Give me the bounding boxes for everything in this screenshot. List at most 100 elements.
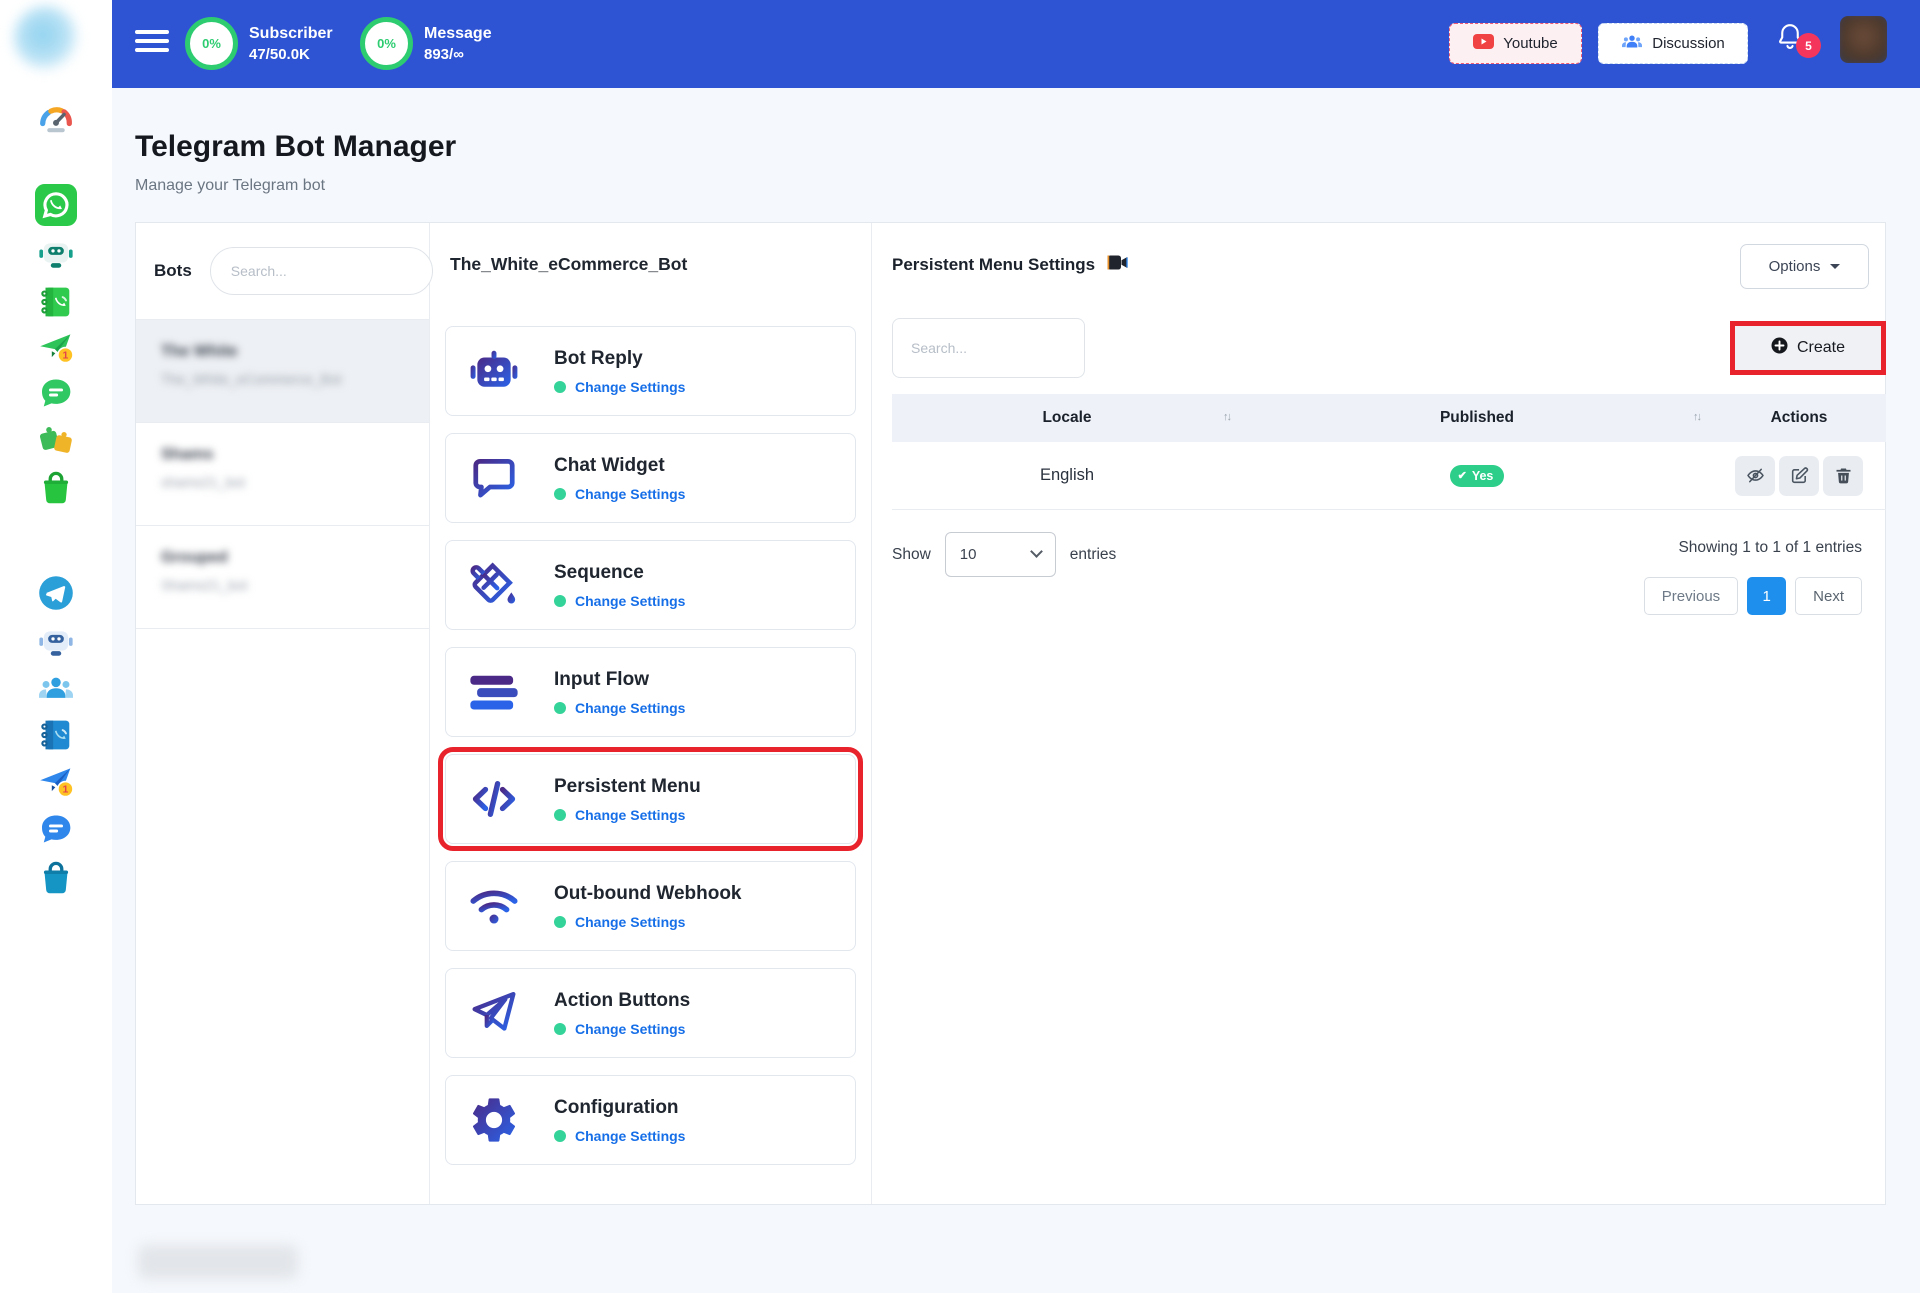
telegram-live-chat-icon[interactable] [35, 808, 77, 850]
change-settings-link[interactable]: Change Settings [575, 699, 686, 716]
status-dot-icon [554, 487, 566, 500]
subscriber-percent: 0% [202, 36, 221, 51]
previous-page-button[interactable]: Previous [1643, 577, 1739, 615]
next-page-button[interactable]: Next [1795, 577, 1862, 615]
change-settings-link[interactable]: Change Settings [575, 1020, 686, 1037]
edit-icon [1791, 467, 1808, 484]
bot-username: Shams21_bot [161, 577, 248, 593]
create-annotation-highlight: Create [1730, 321, 1886, 375]
table-search-input[interactable] [892, 318, 1085, 378]
message-value: 893/∞ [424, 45, 464, 63]
locales-table: Locale ↑↓ Published ↑↓ Actions English ✔… [892, 394, 1886, 510]
change-settings-link[interactable]: Change Settings [575, 485, 686, 502]
card-persistent-menu[interactable]: Persistent Menu Change Settings [438, 747, 863, 851]
app-sidebar: 1 1 [0, 0, 112, 1293]
trash-icon [1836, 468, 1850, 484]
bots-search-input[interactable] [209, 247, 433, 295]
notifications-button[interactable]: 5 [1775, 22, 1821, 66]
card-input-flow[interactable]: Input Flow Change Settings [445, 647, 856, 737]
page-subtitle: Manage your Telegram bot [135, 177, 326, 194]
main-panel: Bots The White The_White_eCommerce_Bot S… [135, 222, 1886, 1205]
youtube-button-label: Youtube [1503, 35, 1558, 52]
published-yes-badge: ✔ Yes [1449, 464, 1505, 487]
card-title: Configuration [554, 1096, 679, 1118]
bot-list-item[interactable]: The White The_White_eCommerce_Bot [136, 319, 429, 422]
published-cell: ✔ Yes [1242, 464, 1712, 487]
whatsapp-contacts-icon[interactable] [35, 281, 77, 323]
brand-logo [14, 6, 78, 70]
bots-heading: Bots [154, 261, 192, 280]
column-header-locale[interactable]: Locale ↑↓ [1042, 409, 1232, 426]
chevron-down-icon [1830, 264, 1841, 269]
card-title: Sequence [554, 561, 644, 583]
whatsapp-integration-icon[interactable] [35, 419, 77, 461]
options-button-label: Options [1768, 258, 1821, 275]
whatsapp-broadcast-icon[interactable]: 1 [35, 326, 77, 368]
change-settings-link[interactable]: Change Settings [575, 1127, 686, 1144]
page-title: Telegram Bot Manager [135, 130, 457, 163]
telegram-store-icon[interactable] [35, 856, 77, 898]
bot-reply-icon [467, 344, 521, 398]
delete-button[interactable] [1823, 455, 1863, 496]
status-dot-icon [554, 915, 566, 928]
card-sequence[interactable]: Sequence Change Settings [445, 540, 856, 630]
subscriber-value: 47/50.0K [249, 45, 310, 63]
whatsapp-bot-icon[interactable] [35, 232, 77, 274]
outbound-webhook-icon [467, 879, 521, 933]
video-camera-icon[interactable] [1107, 254, 1129, 276]
hamburger-menu-icon[interactable] [135, 30, 169, 56]
card-action-buttons[interactable]: Action Buttons Change Settings [445, 968, 856, 1058]
entries-per-page-select[interactable]: 10 [944, 532, 1056, 577]
user-avatar[interactable] [1840, 16, 1887, 63]
change-settings-link[interactable]: Change Settings [575, 913, 686, 930]
card-bot-reply[interactable]: Bot Reply Change Settings [445, 326, 856, 416]
telegram-bot-icon[interactable] [35, 620, 77, 662]
create-button[interactable]: Create [1735, 326, 1881, 370]
column-header-published[interactable]: Published ↑↓ [1439, 409, 1702, 426]
table-header-row: Locale ↑↓ Published ↑↓ Actions [892, 394, 1886, 442]
svg-text:1: 1 [63, 784, 69, 796]
message-progress-ring: 0% [360, 17, 413, 70]
whatsapp-store-icon[interactable] [35, 466, 77, 508]
message-stat: 0% Message 893/∞ [360, 17, 492, 70]
change-settings-link[interactable]: Change Settings [575, 378, 686, 395]
actions-cell [1712, 455, 1886, 496]
status-dot-icon [554, 380, 566, 393]
bots-column: Bots The White The_White_eCommerce_Bot S… [136, 223, 433, 1204]
message-percent: 0% [377, 36, 396, 51]
status-dot-icon [554, 594, 566, 607]
pagination: Previous 1 Next [1643, 577, 1862, 615]
youtube-icon [1473, 34, 1495, 53]
edit-button[interactable] [1779, 455, 1819, 496]
showing-entries-text: Showing 1 to 1 of 1 entries [1678, 539, 1862, 556]
sort-icon[interactable]: ↑↓ [1693, 411, 1702, 424]
card-configuration[interactable]: Configuration Change Settings [445, 1075, 856, 1165]
bot-username: shams21_bot [161, 474, 246, 490]
current-page-button[interactable]: 1 [1747, 577, 1787, 615]
bot-name: Grouped [161, 549, 228, 566]
telegram-contacts-icon[interactable] [35, 714, 77, 756]
unpublish-button[interactable] [1735, 455, 1775, 496]
selected-bot-heading: The_White_eCommerce_Bot [450, 254, 688, 274]
bot-list-item[interactable]: Shams shams21_bot [136, 422, 429, 525]
discussion-button[interactable]: Discussion [1598, 23, 1748, 64]
whatsapp-live-chat-icon[interactable] [35, 372, 77, 414]
options-dropdown-button[interactable]: Options [1740, 244, 1869, 289]
card-outbound-webhook[interactable]: Out-bound Webhook Change Settings [445, 861, 856, 951]
youtube-button[interactable]: Youtube [1449, 23, 1582, 64]
dashboard-gauge-icon[interactable] [35, 98, 77, 140]
telegram-broadcast-icon[interactable]: 1 [35, 760, 77, 802]
telegram-group-icon[interactable] [35, 668, 77, 710]
sort-icon[interactable]: ↑↓ [1223, 411, 1232, 424]
change-settings-link[interactable]: Change Settings [575, 592, 686, 609]
card-chat-widget[interactable]: Chat Widget Change Settings [445, 433, 856, 523]
whatsapp-icon[interactable] [35, 184, 77, 226]
telegram-icon[interactable] [35, 572, 77, 614]
bot-features-column: The_White_eCommerce_Bot Bot Reply Change… [430, 223, 872, 1204]
change-settings-link[interactable]: Change Settings [575, 806, 686, 823]
bot-list-item[interactable]: Grouped Shams21_bot [136, 525, 429, 628]
users-icon [1621, 34, 1643, 54]
card-title: Out-bound Webhook [554, 882, 742, 904]
svg-text:1: 1 [63, 350, 69, 362]
